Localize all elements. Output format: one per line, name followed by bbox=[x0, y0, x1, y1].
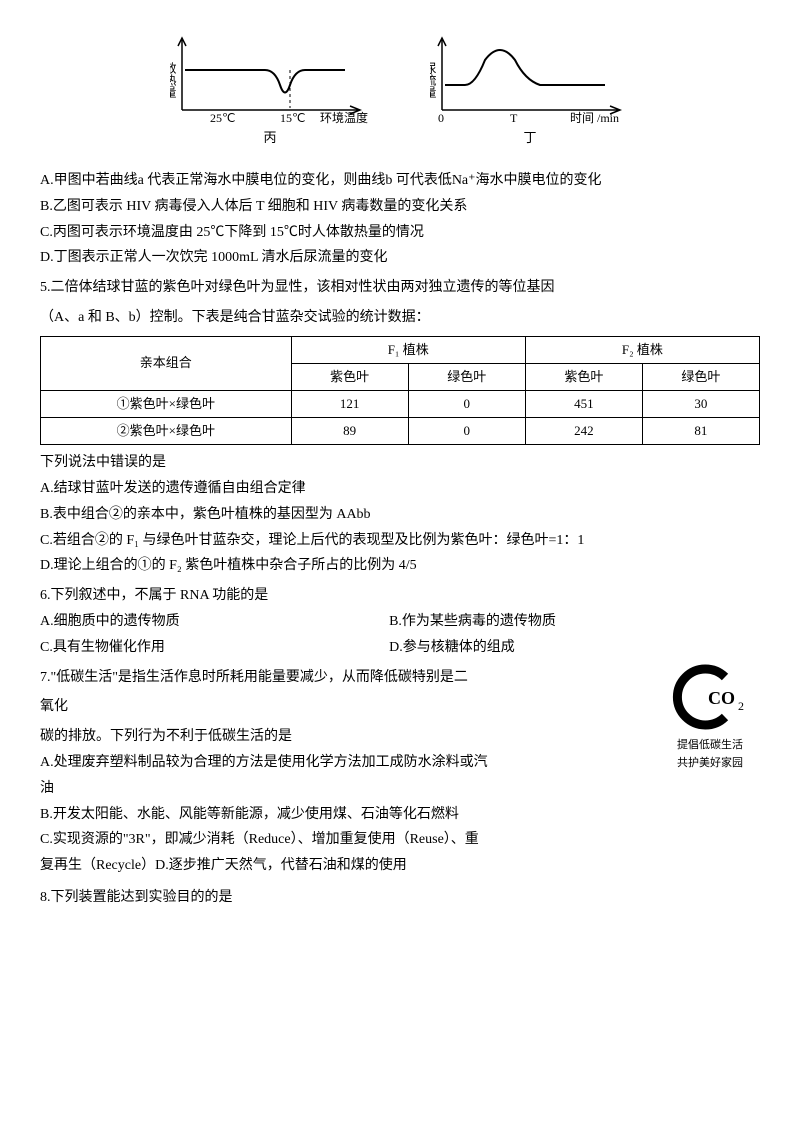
svg-text:2: 2 bbox=[738, 699, 744, 713]
co2-icon: CO 2 bbox=[670, 662, 750, 732]
cell-value: 451 bbox=[525, 391, 642, 418]
th-f1-purple: 紫色叶 bbox=[291, 363, 408, 390]
th-f2: F₂ 植株 bbox=[525, 336, 759, 363]
chart-ding-x-label: 时间 /min bbox=[570, 111, 619, 125]
cell-value: 0 bbox=[408, 418, 525, 445]
chart-bing-x-label: 环境温度 bbox=[320, 110, 368, 125]
table-row: ①紫色叶×绿色叶 121 0 451 30 bbox=[41, 391, 760, 418]
th-f2-purple: 紫色叶 bbox=[525, 363, 642, 390]
chart-ding-caption: 丁 bbox=[430, 127, 630, 149]
cell-value: 0 bbox=[408, 391, 525, 418]
q5-stem-1: 5.二倍体结球甘蓝的紫色叶对绿色叶为显性，该相对性状由两对独立遗传的等位基因 bbox=[40, 276, 760, 300]
chart-ding: 尿流量 0 T 时间 /min 丁 bbox=[430, 30, 630, 149]
chart-bing-caption: 丙 bbox=[170, 127, 370, 149]
q5-table: 亲本组合 F₁ 植株 F₂ 植株 紫色叶 绿色叶 紫色叶 绿色叶 ①紫色叶×绿色… bbox=[40, 336, 760, 445]
chart-bing-tick-25: 25℃ bbox=[210, 111, 235, 125]
q8-stem: 8.下列装置能达到实验目的的是 bbox=[40, 886, 760, 910]
co2-text-1: 提倡低碳生活 bbox=[660, 736, 760, 755]
q6-option-a: A.细胞质中的遗传物质 bbox=[40, 610, 386, 634]
chart-ding-tick: T bbox=[510, 111, 518, 125]
th-parent: 亲本组合 bbox=[41, 336, 292, 390]
q4-options: A.甲图中若曲线a 代表正常海水中膜电位的变化，则曲线b 可代表低Na⁺海水中膜… bbox=[40, 169, 760, 270]
cell-value: 81 bbox=[642, 418, 759, 445]
q6-stem: 6.下列叙述中，不属于 RNA 功能的是 bbox=[40, 584, 760, 608]
table-row: 亲本组合 F₁ 植株 F₂ 植株 bbox=[41, 336, 760, 363]
q7-stem-1: 7."低碳生活"是指生活作息时所耗用能量要减少，从而降低碳特别是二 bbox=[40, 666, 760, 690]
q7-option-c-1: C.实现资源的"3R"，即减少消耗（Reduce）、增加重复使用（Reuse）、… bbox=[40, 828, 760, 852]
q7-stem-2: 氧化 bbox=[40, 695, 760, 719]
q7-option-a-1: A.处理废弃塑料制品较为合理的方法是使用化学方法加工成防水涂料或汽 bbox=[40, 751, 760, 775]
cell-value: 89 bbox=[291, 418, 408, 445]
cell-value: 242 bbox=[525, 418, 642, 445]
q6-option-d: D.参与核糖体的组成 bbox=[389, 636, 735, 660]
chart-ding-svg: 尿流量 0 T 时间 /min bbox=[430, 30, 630, 125]
cell-parent: ②紫色叶×绿色叶 bbox=[41, 418, 292, 445]
q5-option-d: D.理论上组合的①的 F₂ 紫色叶植株中杂合子所占的比例为 4/5 bbox=[40, 554, 760, 578]
q7-options: A.处理废弃塑料制品较为合理的方法是使用化学方法加工成防水涂料或汽 油 B.开发… bbox=[40, 751, 760, 878]
q5-stem-2: （A、a 和 B、b）控制。下表是纯合甘蓝杂交试验的统计数据： bbox=[40, 306, 760, 330]
q4-option-a: A.甲图中若曲线a 代表正常海水中膜电位的变化，则曲线b 可代表低Na⁺海水中膜… bbox=[40, 169, 760, 193]
chart-ding-origin: 0 bbox=[438, 111, 444, 125]
chart-bing-svg: 散热量 25℃ 15℃ 环境温度 bbox=[170, 30, 370, 125]
q7-option-a-2: 油 bbox=[40, 777, 760, 801]
th-f1-green: 绿色叶 bbox=[408, 363, 525, 390]
q4-option-b: B.乙图可表示 HIV 病毒侵入人体后 T 细胞和 HIV 病毒数量的变化关系 bbox=[40, 195, 760, 219]
co2-text-2: 共护美好家园 bbox=[660, 754, 760, 773]
chart-row: 散热量 25℃ 15℃ 环境温度 丙 尿流量 0 T 时间 /min 丁 bbox=[40, 30, 760, 149]
q4-option-d: D.丁图表示正常人一次饮完 1000mL 清水后尿流量的变化 bbox=[40, 246, 760, 270]
q7-option-c-2: 复再生（Recycle）D.逐步推广天然气，代替石油和煤的使用 bbox=[40, 854, 760, 878]
q5-option-b: B.表中组合②的亲本中，紫色叶植株的基因型为 AAbb bbox=[40, 503, 760, 527]
th-f1: F₁ 植株 bbox=[291, 336, 525, 363]
q7-option-b: B.开发太阳能、水能、风能等新能源，减少使用煤、石油等化石燃料 bbox=[40, 803, 760, 827]
q6-options: A.细胞质中的遗传物质 B.作为某些病毒的遗传物质 C.具有生物催化作用 D.参… bbox=[40, 610, 760, 660]
svg-text:CO: CO bbox=[708, 688, 735, 708]
cell-value: 30 bbox=[642, 391, 759, 418]
q6-option-c: C.具有生物催化作用 bbox=[40, 636, 386, 660]
th-f2-green: 绿色叶 bbox=[642, 363, 759, 390]
cell-parent: ①紫色叶×绿色叶 bbox=[41, 391, 292, 418]
chart-bing-tick-15: 15℃ bbox=[280, 111, 305, 125]
q5-option-c: C.若组合②的 F₁ 与绿色叶甘蓝杂交，理论上后代的表现型及比例为紫色叶：绿色叶… bbox=[40, 529, 760, 553]
table-row: ②紫色叶×绿色叶 89 0 242 81 bbox=[41, 418, 760, 445]
q6-option-b: B.作为某些病毒的遗传物质 bbox=[389, 610, 735, 634]
q5-prompt: 下列说法中错误的是 bbox=[40, 451, 760, 475]
q7-stem-3: 碳的排放。下列行为不利于低碳生活的是 bbox=[40, 725, 760, 749]
q5-options: 下列说法中错误的是 A.结球甘蓝叶发送的遗传遵循自由组合定律 B.表中组合②的亲… bbox=[40, 451, 760, 578]
co2-logo: CO 2 提倡低碳生活 共护美好家园 bbox=[660, 662, 760, 773]
chart-bing-y-label: 散热量 bbox=[170, 61, 177, 98]
cell-value: 121 bbox=[291, 391, 408, 418]
chart-bing: 散热量 25℃ 15℃ 环境温度 丙 bbox=[170, 30, 370, 149]
q5-option-a: A.结球甘蓝叶发送的遗传遵循自由组合定律 bbox=[40, 477, 760, 501]
q4-option-c: C.丙图可表示环境温度由 25℃下降到 15℃时人体散热量的情况 bbox=[40, 221, 760, 245]
chart-ding-y-label: 尿流量 bbox=[430, 62, 437, 98]
